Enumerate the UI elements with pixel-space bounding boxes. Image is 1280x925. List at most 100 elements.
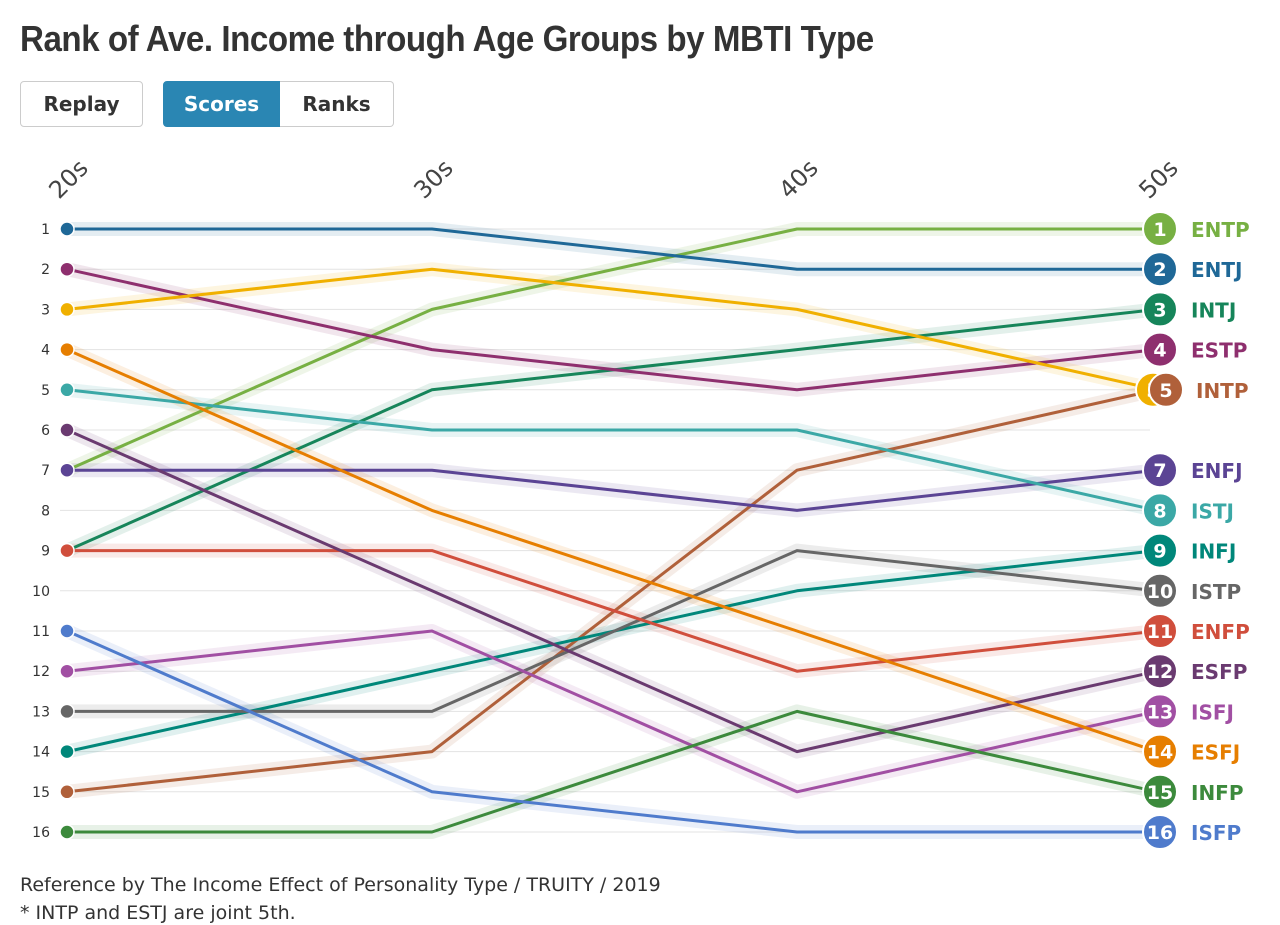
- ranks-toggle-button[interactable]: Ranks: [280, 81, 394, 127]
- y-tick-label: 13: [32, 704, 50, 720]
- series-label: ESFP: [1191, 660, 1247, 684]
- y-tick-label: 14: [32, 745, 50, 761]
- series-line-esfp: [66, 428, 1158, 754]
- start-point-estj: [59, 301, 75, 318]
- start-point-infp: [59, 824, 75, 840]
- end-rank-number: 7: [1153, 460, 1166, 482]
- end-marker-infp: 15 INFP: [1142, 773, 1244, 810]
- end-marker-esfp: 12 ESFP: [1142, 653, 1247, 690]
- x-category-label: 50s: [1133, 154, 1183, 204]
- series-label: ISFP: [1191, 821, 1241, 845]
- series-line-enfj: [67, 468, 1158, 512]
- y-tick-label: 2: [41, 262, 50, 278]
- x-category-label: 20s: [43, 154, 93, 204]
- end-rank-badge: [1142, 492, 1178, 529]
- end-rank-number: 4: [1153, 340, 1166, 362]
- end-rank-number: 15: [1147, 782, 1173, 804]
- reference-note: Reference by The Income Effect of Person…: [20, 874, 661, 896]
- end-rank-number: 5: [1159, 380, 1172, 402]
- end-rank-badge: [1142, 613, 1178, 649]
- series-line-istj: [66, 388, 1158, 512]
- y-tick-label: 11: [32, 624, 50, 640]
- end-rank-number: 11: [1147, 621, 1173, 643]
- end-rank-number: 14: [1147, 742, 1173, 764]
- end-marker-entp: 1 ENTP: [1142, 211, 1250, 247]
- end-rank-number: 2: [1153, 259, 1166, 281]
- y-tick-label: 8: [41, 503, 50, 519]
- series-line-estj: [66, 267, 1158, 392]
- end-rank-badge: [1142, 211, 1178, 247]
- series-line-entj: [67, 227, 1157, 271]
- end-rank-badge: [1142, 693, 1178, 730]
- series-line-estp: [66, 267, 1158, 392]
- series-label: INFJ: [1191, 540, 1236, 564]
- end-marker-isfp: 16 ISFP: [1142, 814, 1241, 850]
- end-rank-number: 12: [1147, 661, 1173, 683]
- y-tick-label: 6: [41, 423, 50, 439]
- replay-button[interactable]: Replay: [20, 81, 143, 127]
- y-tick-label: 3: [41, 302, 50, 318]
- series-label: ENTJ: [1191, 258, 1242, 282]
- series-line-isfp: [66, 629, 1157, 834]
- end-marker-estp: 4 ESTP: [1142, 331, 1247, 368]
- end-rank-badge: [1142, 572, 1178, 609]
- y-tick-label: 12: [32, 664, 50, 680]
- end-rank-number: 10: [1147, 581, 1173, 603]
- y-tick-label: 15: [32, 785, 50, 801]
- end-rank-badge: [1142, 814, 1178, 850]
- start-point-enfp: [59, 542, 75, 559]
- page-title: Rank of Ave. Income through Age Groups b…: [20, 18, 874, 59]
- end-rank-badge: [1142, 773, 1178, 810]
- end-marker-entj: 2 ENTJ: [1142, 251, 1242, 288]
- end-rank-number: 3: [1153, 299, 1166, 321]
- start-point-enfj: [59, 462, 75, 478]
- end-rank-badge: [1142, 733, 1178, 770]
- series-label: INTJ: [1191, 298, 1236, 322]
- end-rank-badge: [1142, 331, 1178, 368]
- end-marker-istp: 10 ISTP: [1142, 572, 1241, 609]
- start-point-istp: [59, 703, 75, 720]
- end-rank-number: 13: [1147, 701, 1173, 723]
- series-line-infp: [67, 709, 1158, 834]
- end-rank-badge: [1142, 251, 1178, 288]
- end-rank-badge: [1142, 452, 1178, 489]
- series-line-enfp: [67, 549, 1158, 673]
- series-label: ENTP: [1191, 218, 1250, 242]
- end-marker-enfj: 7 ENFJ: [1142, 452, 1243, 489]
- end-rank-number: 8: [1153, 500, 1166, 522]
- series-label: INFP: [1191, 781, 1244, 805]
- x-category-label: 40s: [773, 154, 823, 204]
- start-point-esfj: [59, 341, 75, 358]
- series-halo-isfp: [64, 624, 1157, 839]
- series-line-entp: [66, 227, 1157, 472]
- end-rank-number: 16: [1147, 822, 1173, 844]
- x-category-label: 30s: [408, 154, 458, 204]
- y-tick-label: 4: [41, 343, 50, 359]
- start-point-isfj: [59, 663, 75, 679]
- start-point-entj: [59, 221, 75, 237]
- series-label: ESTP: [1191, 339, 1247, 363]
- y-tick-label: 7: [41, 463, 50, 479]
- end-rank-badge: [1142, 532, 1178, 569]
- start-point-intp: [59, 784, 75, 800]
- start-point-esfp: [59, 422, 75, 438]
- series-label: ISFJ: [1191, 700, 1234, 724]
- start-point-estp: [59, 261, 75, 277]
- y-tick-label: 16: [32, 825, 50, 841]
- y-tick-label: 5: [41, 383, 50, 399]
- end-rank-badge: [1142, 653, 1178, 690]
- end-rank-number: 9: [1153, 541, 1166, 563]
- series-label: ISTJ: [1191, 499, 1234, 523]
- scores-toggle-button[interactable]: Scores: [163, 81, 280, 127]
- end-rank-badge: [1142, 291, 1178, 328]
- start-point-isfp: [59, 623, 75, 639]
- end-rank-number: 1: [1153, 219, 1166, 241]
- series-label: ESFJ: [1191, 741, 1240, 765]
- start-point-infj: [59, 743, 75, 760]
- series-label: ENFJ: [1191, 459, 1243, 483]
- start-point-istj: [59, 382, 75, 398]
- end-marker-enfp: 11 ENFP: [1142, 613, 1250, 649]
- y-tick-label: 9: [41, 544, 50, 560]
- y-tick-label: 10: [32, 584, 50, 600]
